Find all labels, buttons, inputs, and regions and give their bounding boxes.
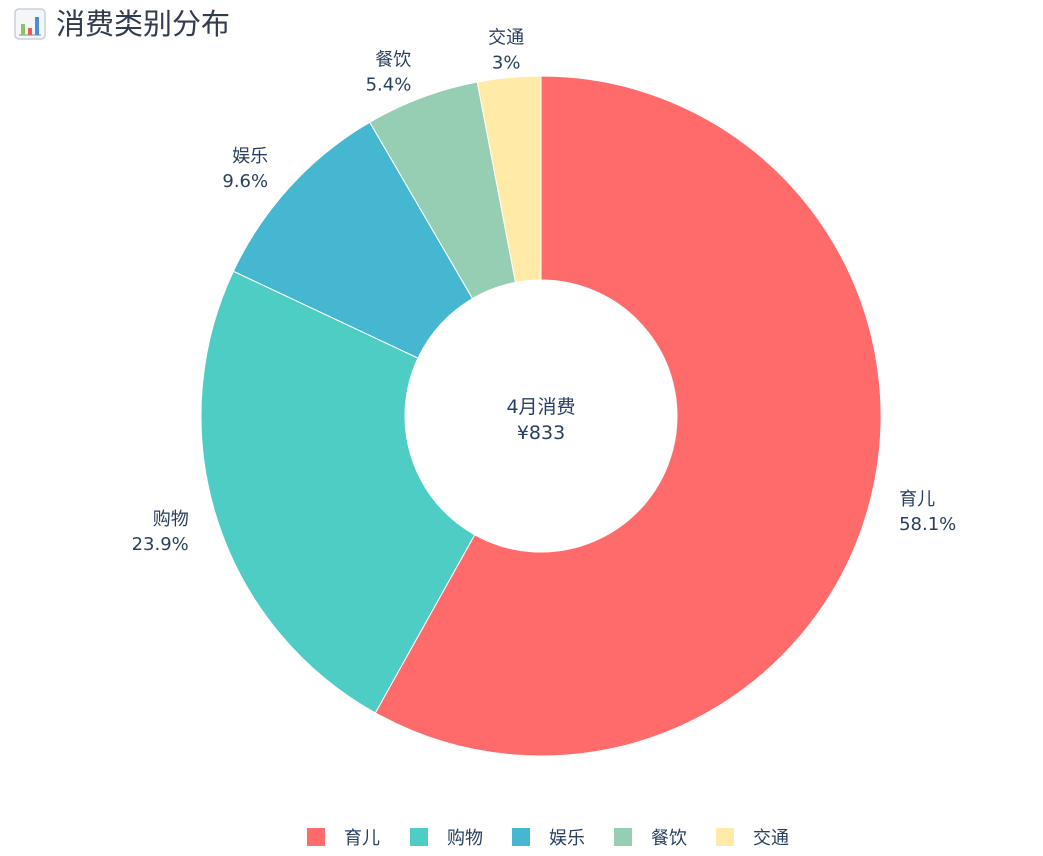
legend: 育儿 购物 娱乐 餐饮 交通 — [307, 828, 789, 849]
slice-label-percent: 23.9% — [132, 534, 189, 555]
slice-1[interactable] — [200, 270, 476, 714]
legend-label: 餐饮 — [651, 828, 687, 849]
center-label: 4月消费 ¥833 — [506, 396, 575, 444]
slice-label-0: 育儿 58.1% — [899, 489, 956, 535]
legend-label: 育儿 — [344, 828, 380, 849]
center-label-value: ¥833 — [517, 422, 565, 444]
slice-label-percent: 58.1% — [899, 514, 956, 535]
legend-item-0[interactable]: 育儿 — [307, 828, 380, 849]
legend-item-2[interactable]: 娱乐 — [512, 828, 585, 849]
slice-label-name: 购物 — [153, 509, 189, 530]
slice-label-name: 交通 — [488, 28, 524, 49]
slices-group — [200, 75, 882, 757]
legend-label: 交通 — [753, 828, 789, 849]
slice-label-percent: 5.4% — [366, 74, 412, 95]
legend-item-1[interactable]: 购物 — [410, 828, 483, 849]
slice-label-2: 娱乐 9.6% — [222, 146, 268, 192]
slice-2[interactable] — [232, 121, 474, 359]
legend-label: 娱乐 — [549, 828, 585, 849]
page-title: 消费类别分布 — [56, 6, 231, 41]
slice-label-3: 餐饮 5.4% — [366, 49, 412, 95]
slice-label-percent: 3% — [492, 53, 521, 74]
slice-labels-group: 育儿 58.1% 购物 23.9% 娱乐 9.6% 餐饮 5.4% 交通 3% — [132, 28, 957, 556]
legend-swatch — [614, 828, 632, 846]
slice-label-percent: 9.6% — [222, 171, 268, 192]
slice-label-1: 购物 23.9% — [132, 509, 189, 555]
slice-0[interactable] — [374, 75, 882, 757]
center-label-title: 4月消费 — [506, 396, 575, 418]
chart-header: 消费类别分布 — [14, 2, 230, 46]
bar-chart-icon — [14, 8, 46, 40]
legend-item-3[interactable]: 餐饮 — [614, 828, 687, 849]
slice-label-name: 娱乐 — [232, 146, 268, 167]
legend-item-4[interactable]: 交通 — [716, 828, 789, 849]
legend-swatch — [410, 828, 428, 846]
slice-label-name: 餐饮 — [375, 49, 411, 70]
slice-label-4: 交通 3% — [488, 28, 524, 74]
slice-label-name: 育儿 — [899, 489, 935, 510]
slice-4[interactable] — [476, 75, 542, 283]
legend-swatch — [512, 828, 530, 846]
legend-swatch — [716, 828, 734, 846]
legend-swatch — [307, 828, 325, 846]
legend-label: 购物 — [447, 828, 483, 849]
